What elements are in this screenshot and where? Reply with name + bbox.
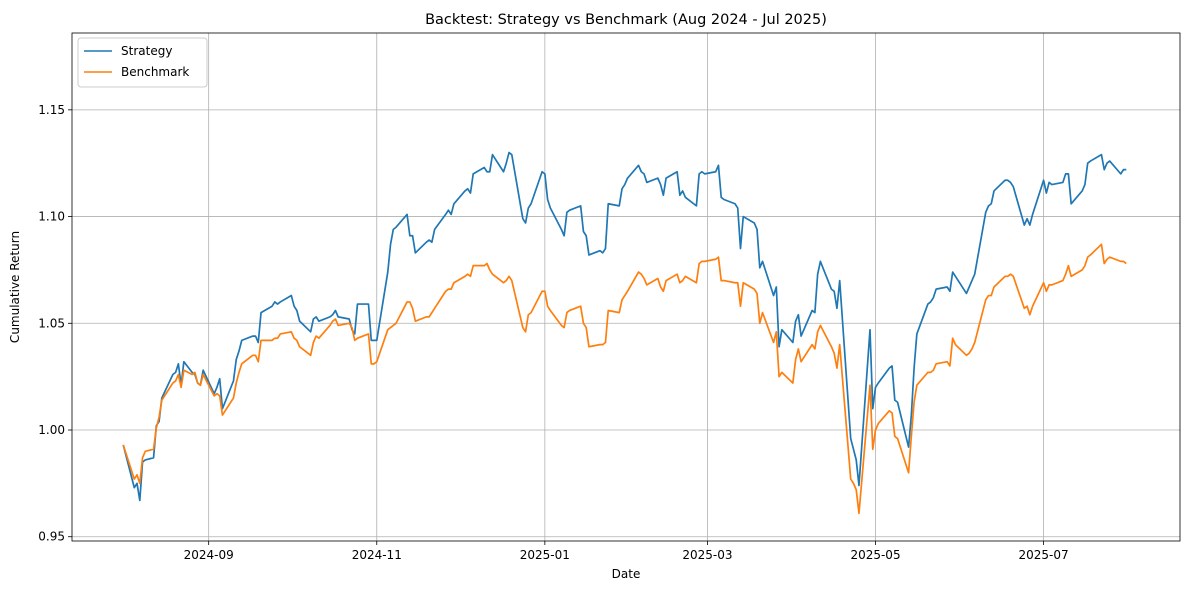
y-tick-label: 1.05 [38,316,65,330]
legend-label-benchmark: Benchmark [121,65,189,79]
x-tick-label: 2025-07 [1019,548,1069,562]
x-axis-label: Date [612,567,641,581]
y-tick-label: 1.15 [38,103,65,117]
series-line-benchmark [122,243,1127,515]
series-layer [122,151,1127,515]
chart-title: Backtest: Strategy vs Benchmark (Aug 202… [425,12,827,28]
y-tick-label: 1.00 [38,423,65,437]
series-line-strategy [122,151,1127,502]
x-ticks: 2024-09 2024-11 2025-01 2025-03 2025-05 2025-… [184,541,1069,562]
y-tick-label: 0.95 [38,530,65,544]
plot-frame [71,32,1181,542]
x-tick-label: 2025-03 [682,548,732,562]
grid [72,33,1180,541]
x-tick-label: 2025-05 [850,548,900,562]
legend-label-strategy: Strategy [121,44,172,58]
y-tick-label: 1.10 [38,210,65,224]
x-tick-label: 2024-11 [352,548,402,562]
y-ticks: 0.95 1.00 1.05 1.10 1.15 [38,103,72,544]
y-axis-label: Cumulative Return [8,231,22,343]
legend: Strategy Benchmark [77,37,208,88]
x-tick-label: 2025-01 [520,548,570,562]
x-tick-label: 2024-09 [184,548,234,562]
